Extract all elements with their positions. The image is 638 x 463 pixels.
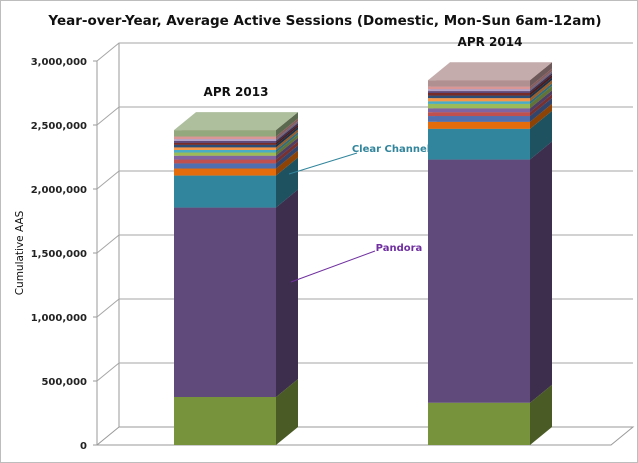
y-tick-label: 1,000,000 bbox=[31, 313, 87, 324]
bar-segment bbox=[174, 112, 298, 137]
bar-side bbox=[276, 134, 298, 156]
bar-face bbox=[428, 402, 530, 445]
annotation-leader bbox=[288, 152, 358, 175]
bar-segment bbox=[428, 141, 552, 403]
chart-title: Year-over-Year, Average Active Sessions … bbox=[47, 13, 601, 29]
bar-side bbox=[276, 118, 298, 140]
bars bbox=[174, 62, 552, 445]
bar-face bbox=[174, 144, 276, 148]
bar-side bbox=[530, 68, 552, 90]
bar-side bbox=[530, 103, 552, 129]
bar-face bbox=[428, 128, 530, 160]
bar-side bbox=[276, 131, 298, 153]
bar-face bbox=[428, 121, 530, 129]
bar-face bbox=[174, 159, 276, 164]
bar-face bbox=[174, 163, 276, 169]
bar-face bbox=[174, 142, 276, 145]
bar-face bbox=[428, 108, 530, 113]
bar-face bbox=[428, 112, 530, 117]
category-label: APR 2013 bbox=[204, 85, 269, 99]
bar-side bbox=[276, 150, 298, 176]
bar-face bbox=[428, 86, 530, 90]
bar-face bbox=[174, 147, 276, 150]
gridline bbox=[96, 106, 633, 126]
bar-face bbox=[428, 116, 530, 122]
bar-face bbox=[428, 89, 530, 92]
bar-side bbox=[276, 123, 298, 143]
bar-side bbox=[530, 94, 552, 117]
bar-side bbox=[276, 126, 298, 148]
bar-side bbox=[530, 110, 552, 160]
bar-face bbox=[174, 139, 276, 141]
annotation-label: Clear Channel bbox=[352, 144, 430, 155]
bar-side bbox=[276, 124, 298, 145]
bar-side bbox=[530, 80, 552, 102]
bar-face bbox=[174, 207, 276, 397]
bar-face bbox=[428, 103, 530, 109]
bar-side bbox=[530, 75, 552, 96]
bar-side bbox=[530, 62, 552, 87]
bar-face bbox=[428, 80, 530, 87]
gridline bbox=[96, 42, 633, 62]
bar-side bbox=[530, 77, 552, 99]
bar-face bbox=[174, 155, 276, 160]
bar-side bbox=[276, 145, 298, 169]
y-axis-label: Cumulative AAS bbox=[14, 210, 26, 295]
bar-segment bbox=[174, 189, 298, 397]
bar-side bbox=[530, 83, 552, 104]
bar-side bbox=[276, 137, 298, 160]
bar-face bbox=[174, 141, 276, 143]
bar-side bbox=[530, 141, 552, 403]
bar-face bbox=[174, 397, 276, 445]
bar-face bbox=[174, 168, 276, 176]
annotation-label: Pandora bbox=[376, 243, 423, 254]
bar-side bbox=[530, 98, 552, 122]
bar-face bbox=[428, 101, 530, 104]
bar-side bbox=[276, 379, 298, 445]
bar-segment bbox=[428, 62, 552, 87]
bar-face bbox=[174, 130, 276, 137]
bar-side bbox=[276, 112, 298, 137]
bar-side bbox=[276, 157, 298, 208]
bar-face bbox=[174, 149, 276, 153]
bar-face bbox=[174, 136, 276, 140]
y-tick-label: 1,500,000 bbox=[31, 249, 87, 260]
y-tick-label: 3,000,000 bbox=[31, 57, 87, 68]
bar-face bbox=[428, 91, 530, 93]
bar-side bbox=[276, 121, 298, 141]
bar-face bbox=[428, 93, 530, 96]
bar-side bbox=[276, 189, 298, 397]
bar-side bbox=[530, 71, 552, 92]
bar-face bbox=[174, 152, 276, 156]
bar-face bbox=[428, 98, 530, 102]
bar-top bbox=[428, 62, 552, 81]
bar-face bbox=[428, 95, 530, 99]
y-tick-label: 2,500,000 bbox=[31, 121, 87, 132]
category-label: APR 2014 bbox=[458, 35, 523, 49]
annotation-leader bbox=[290, 250, 376, 283]
bar-side bbox=[530, 384, 552, 445]
bar-face bbox=[428, 159, 530, 403]
bar-side bbox=[530, 90, 552, 113]
bar-top bbox=[174, 112, 298, 131]
bar-side bbox=[276, 141, 298, 164]
bar-face bbox=[174, 175, 276, 208]
y-tick-label: 0 bbox=[80, 441, 87, 452]
bar-side bbox=[276, 129, 298, 150]
labels: Cumulative AAS APR 2013 APR 2014 Clear Chan… bbox=[14, 35, 522, 295]
bar-side bbox=[530, 73, 552, 93]
y-tick-label: 2,000,000 bbox=[31, 185, 87, 196]
y-tick-label: 500,000 bbox=[41, 377, 87, 388]
bar-side bbox=[530, 85, 552, 109]
